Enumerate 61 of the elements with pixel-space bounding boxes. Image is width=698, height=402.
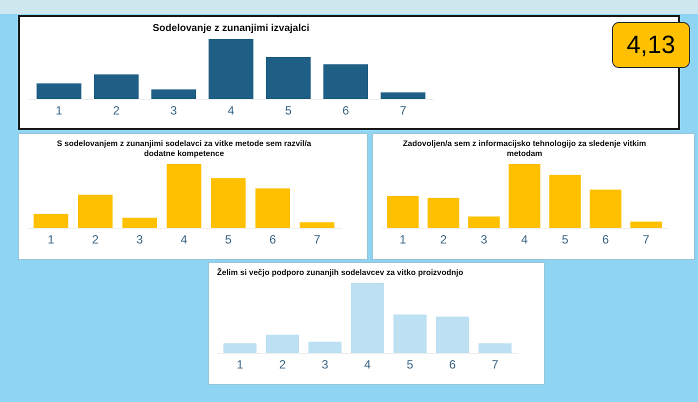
bar bbox=[508, 164, 540, 228]
bar bbox=[468, 216, 500, 228]
x-tick-label: 5 bbox=[225, 232, 232, 246]
bar bbox=[211, 178, 246, 228]
x-tick-label: 5 bbox=[562, 232, 569, 246]
x-tick-label: 7 bbox=[642, 232, 650, 246]
chart-title: Sodelovanje z zunanjimi izvajalci bbox=[152, 23, 310, 34]
bar bbox=[151, 89, 196, 99]
bar bbox=[350, 283, 384, 353]
bar bbox=[436, 316, 470, 353]
bar bbox=[300, 222, 334, 228]
bar bbox=[380, 92, 426, 99]
text: 4,13 bbox=[612, 22, 690, 68]
bar bbox=[266, 57, 311, 99]
x-tick-label: 7 bbox=[492, 358, 499, 372]
bar bbox=[590, 190, 622, 228]
x-tick-label: 1 bbox=[48, 232, 55, 246]
x-tick-label: 4 bbox=[228, 104, 235, 118]
bar bbox=[478, 343, 512, 353]
bar bbox=[266, 334, 300, 353]
x-tick-label: 1 bbox=[56, 104, 63, 118]
x-tick-label: 3 bbox=[170, 104, 178, 118]
x-tick-label: 3 bbox=[322, 358, 329, 372]
bar bbox=[255, 188, 290, 228]
x-tick-label: 4 bbox=[180, 232, 188, 246]
x-tick-label: 7 bbox=[314, 232, 321, 246]
x-tick-label: 1 bbox=[400, 232, 407, 246]
x-tick-label: 2 bbox=[112, 104, 120, 118]
bar bbox=[94, 74, 139, 99]
x-tick-label: 2 bbox=[440, 232, 448, 246]
x-tick-label: 2 bbox=[92, 232, 99, 246]
x-tick-label: 4 bbox=[521, 232, 528, 246]
bar bbox=[122, 218, 157, 228]
x-tick-label: 2 bbox=[279, 358, 286, 372]
chart-title: Želim si večjo podporo zunanjih sodelavcev za vitko proizvodnjo bbox=[217, 267, 464, 277]
bar bbox=[428, 198, 460, 228]
x-tick-label: 4 bbox=[364, 358, 372, 372]
bar bbox=[549, 174, 581, 228]
x-tick-label: 6 bbox=[269, 232, 276, 246]
bar bbox=[166, 164, 202, 228]
x-tick-label: 3 bbox=[480, 232, 488, 246]
x-tick-label: 6 bbox=[602, 232, 610, 246]
bar bbox=[78, 194, 113, 228]
x-tick-label: 7 bbox=[400, 104, 407, 118]
bar bbox=[387, 196, 419, 228]
bar bbox=[630, 222, 662, 228]
chart-title: Zadovoljen/a sem z informacijsko tehnologijo za sledenje vitkim metodam bbox=[402, 139, 646, 158]
x-tick-label: 1 bbox=[236, 358, 244, 372]
bar bbox=[223, 343, 257, 353]
bar bbox=[308, 342, 342, 353]
bar bbox=[393, 314, 427, 353]
x-tick-label: 5 bbox=[285, 104, 292, 118]
x-tick-label: 5 bbox=[406, 358, 414, 372]
bar bbox=[208, 39, 254, 99]
chart-title: S sodelovanjem z zunanjimi sodelavci za vitke metode sem razvil/a dodatne kompetence bbox=[56, 139, 312, 158]
x-tick-label: 6 bbox=[449, 358, 456, 372]
bar bbox=[323, 64, 368, 99]
x-tick-label: 3 bbox=[136, 232, 144, 246]
x-tick-label: 6 bbox=[342, 104, 350, 118]
bar bbox=[36, 83, 82, 99]
bar bbox=[34, 214, 68, 228]
